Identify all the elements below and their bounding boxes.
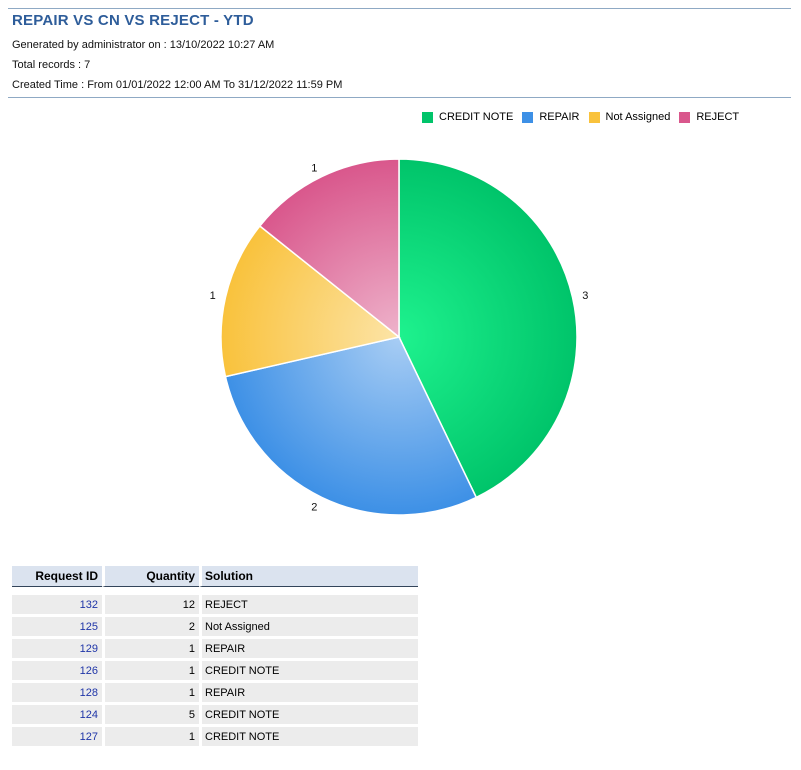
table-row: 129 1 REPAIR [12,639,418,658]
table-row: 127 1 CREDIT NOTE [12,727,418,746]
total-records: Total records : 7 [12,59,91,71]
quantity-cell: 12 [102,595,199,614]
pie-slice-credit-note[interactable] [398,158,578,499]
solution-cell: REPAIR [199,683,418,702]
request-id-link[interactable]: 128 [79,686,98,699]
legend-swatch [522,111,534,123]
created-time: Created Time : From 01/01/2022 12:00 AM … [12,79,343,91]
table-header-row: Request ID Quantity Solution [12,566,418,587]
solution-cell: CREDIT NOTE [199,727,418,746]
header-request-id[interactable]: Request ID [12,566,102,587]
legend-label: REJECT [696,111,740,123]
quantity-cell: 1 [102,727,199,746]
header-quantity[interactable]: Quantity [102,566,199,587]
request-id-link[interactable]: 124 [79,708,98,721]
header-solution[interactable]: Solution [199,566,418,587]
request-id-link[interactable]: 125 [79,620,98,633]
quantity-cell: 1 [102,639,199,658]
pie-chart: 3 2 1 1 [210,158,588,516]
table-row: 126 1 CREDIT NOTE [12,661,418,680]
pie-slice-repair[interactable] [224,336,478,516]
legend-item-credit-note[interactable]: CREDIT NOTE [422,111,513,123]
quantity-cell: 2 [102,617,199,636]
request-id-link[interactable]: 127 [79,730,98,743]
legend-item-repair[interactable]: REPAIR [522,111,580,123]
slice-value-label: 1 [311,163,317,175]
legend-swatch [422,111,433,123]
legend-label: REPAIR [539,111,580,123]
solution-cell: REPAIR [199,639,418,658]
header-rule [8,97,791,98]
request-id-link[interactable]: 132 [79,598,98,611]
pie-slice-not-assigned[interactable] [220,224,401,378]
quantity-cell: 1 [102,683,199,702]
solution-cell: CREDIT NOTE [199,705,418,724]
slice-value-label: 1 [210,290,216,302]
legend-label: CREDIT NOTE [439,111,514,123]
legend-item-reject[interactable]: REJECT [679,111,739,123]
slice-value-label: 2 [311,501,317,513]
legend-item-not-assigned[interactable]: Not Assigned [588,111,671,123]
chart-legend: CREDIT NOTE REPAIR Not Assigned REJECT [422,111,739,123]
legend-swatch [588,111,600,123]
request-id-link[interactable]: 129 [79,642,98,655]
legend-swatch [679,111,691,123]
slice-value-label: 3 [582,290,588,302]
request-id-link[interactable]: 126 [79,664,98,677]
generated-info: Generated by administrator on : 13/10/20… [12,39,275,51]
solution-cell: CREDIT NOTE [199,661,418,680]
report-title: REPAIR VS CN VS REJECT - YTD [12,12,254,29]
quantity-cell: 1 [102,661,199,680]
legend-label: Not Assigned [605,111,671,123]
results-table: Request ID Quantity Solution 132 12 REJE… [12,563,418,749]
quantity-cell: 5 [102,705,199,724]
table-row: 132 12 REJECT [12,595,418,614]
pie-slice-reject[interactable] [258,158,400,339]
solution-cell: REJECT [199,595,418,614]
table-row: 124 5 CREDIT NOTE [12,705,418,724]
solution-cell: Not Assigned [199,617,418,636]
top-rule [8,8,791,9]
table-row: 125 2 Not Assigned [12,617,418,636]
table-row: 128 1 REPAIR [12,683,418,702]
